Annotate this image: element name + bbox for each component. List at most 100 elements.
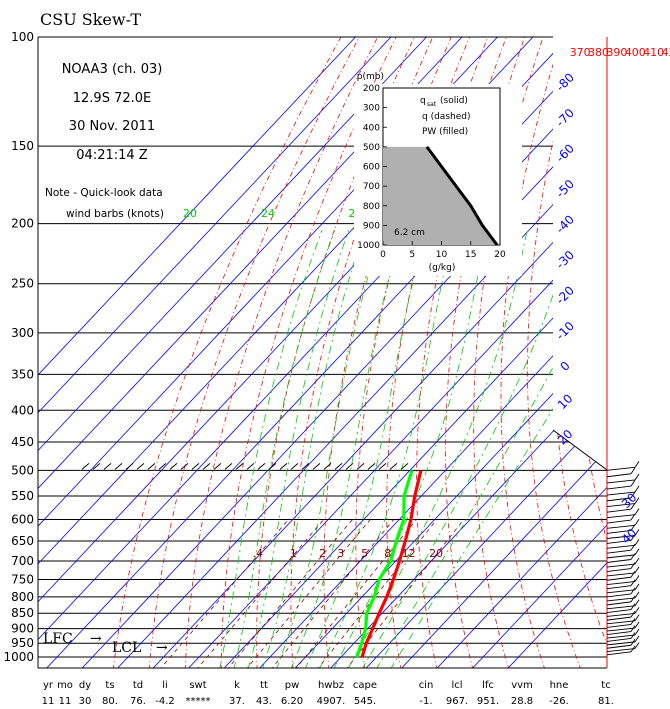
wind-barb (634, 473, 640, 481)
indices-header: yr (43, 680, 54, 691)
lcl-arrow: → (156, 640, 168, 656)
inset-legend-q: q (420, 96, 426, 106)
wind-barb (606, 593, 632, 598)
wind-barb (630, 513, 636, 521)
wind-barb (202, 463, 211, 470)
moist-adiabat-line (304, 230, 426, 668)
pressure-tick-label: 1000 (3, 650, 34, 664)
dry-adiabat-line (627, 37, 670, 670)
wind-barb (634, 614, 640, 622)
dry-adiabat-line (220, 37, 397, 668)
isotherm-line (38, 37, 356, 668)
wind-barb (400, 463, 409, 470)
moist-adiabat-line (247, 230, 349, 668)
wind-barb (634, 583, 640, 591)
inset-pw-label: 6.2 cm (394, 228, 425, 238)
wind-barb (634, 628, 640, 636)
wind-barb (634, 642, 640, 649)
isotherm-line (445, 37, 607, 668)
mixing-ratio-label: 1 (290, 547, 297, 560)
indices-value: 967. (446, 696, 468, 707)
wind-barb (169, 463, 178, 470)
wind-barb (630, 524, 636, 531)
wind-barb (103, 463, 112, 470)
isotherm-line (196, 37, 607, 668)
wind-barb (634, 539, 640, 546)
wind-barb (630, 534, 636, 541)
indices-header: dy (79, 680, 91, 691)
wind-barb (634, 635, 640, 643)
indices-header: lfc (482, 680, 494, 691)
wind-barb (606, 508, 632, 513)
wind-barb (630, 603, 636, 610)
indices-header: td (133, 680, 143, 691)
isotherm-label: 0 (558, 359, 573, 374)
indices-value: 30 (79, 696, 92, 707)
isotherm-label: 10 (555, 391, 576, 412)
mixing-ratio-label: 12 (402, 547, 416, 560)
mixing-ratio-line (195, 519, 325, 668)
wind-barb (279, 463, 288, 470)
date-label: 30 Nov. 2011 (69, 119, 155, 134)
time-label: 04:21:14 Z (76, 148, 148, 163)
wind-barb (630, 571, 636, 578)
wind-barb (257, 463, 266, 470)
isotherm-line (374, 37, 607, 668)
wind-barb (606, 572, 636, 577)
mixing-ratio-label: .4 (253, 547, 264, 560)
wind-barb (630, 553, 636, 560)
wind-barb (606, 568, 632, 572)
theta-label: 400 (625, 46, 646, 59)
pressure-tick-label: 750 (11, 573, 34, 587)
isotherm-label: -70 (553, 106, 577, 130)
wind-barb (630, 618, 636, 625)
isotherm-line (303, 37, 607, 668)
wind-barb (606, 576, 632, 581)
inset-y-tick-label: 1000 (357, 241, 380, 251)
wind-barb (630, 645, 636, 653)
isotherm-label: -40 (553, 212, 577, 236)
lfc-label: LFC (43, 631, 73, 647)
wind-barb (606, 535, 636, 539)
wind-barb (606, 609, 632, 614)
indices-header: hne (550, 680, 569, 691)
inset-y-tick-label: 500 (363, 143, 380, 153)
isotherm-label: -10 (553, 319, 577, 343)
inset-y-tick-label: 700 (363, 182, 380, 192)
inset-pw-area (383, 146, 498, 245)
wind-barb (606, 485, 632, 490)
wind-barb (606, 616, 632, 621)
indices-value: -26. (549, 696, 569, 707)
satellite-label: NOAA3 (ch. 03) (62, 62, 163, 77)
wind-barb (606, 581, 636, 585)
chart-title: CSU Skew-T (40, 10, 141, 29)
wind-barb (378, 463, 387, 470)
wind-barb (606, 466, 636, 471)
wind-barb (606, 549, 632, 554)
wind-barb (180, 463, 189, 470)
sounding-profiles (355, 469, 423, 658)
chart-frame (37, 36, 608, 669)
indices-header: hwbz (318, 680, 344, 691)
wind-barb (606, 503, 636, 508)
wind-barb (224, 463, 233, 470)
indices-header: ts (105, 680, 114, 691)
moist-adiabat-line (261, 230, 365, 668)
dry-adiabat-line (445, 37, 526, 668)
wind-barb (630, 579, 636, 586)
indices-header: swt (189, 680, 206, 691)
dry-adiabat-line (386, 37, 489, 668)
moist-adiabat-line (375, 230, 607, 668)
wind-barb (630, 502, 636, 510)
mixing-ratio-line (226, 519, 353, 668)
moist-adiabat-label: 20 (183, 207, 197, 220)
dry-adiabat-line (256, 37, 415, 668)
wind-barb (606, 563, 636, 568)
wind-barb (334, 463, 343, 470)
inset-legend-dashed: q (dashed) (422, 112, 470, 122)
indices-value: -4.2 (155, 696, 175, 707)
indices-value: 80. (102, 696, 118, 707)
indices-header: vvm (511, 680, 533, 691)
mixing-ratio-line (158, 519, 289, 668)
wind-barb (191, 463, 200, 470)
